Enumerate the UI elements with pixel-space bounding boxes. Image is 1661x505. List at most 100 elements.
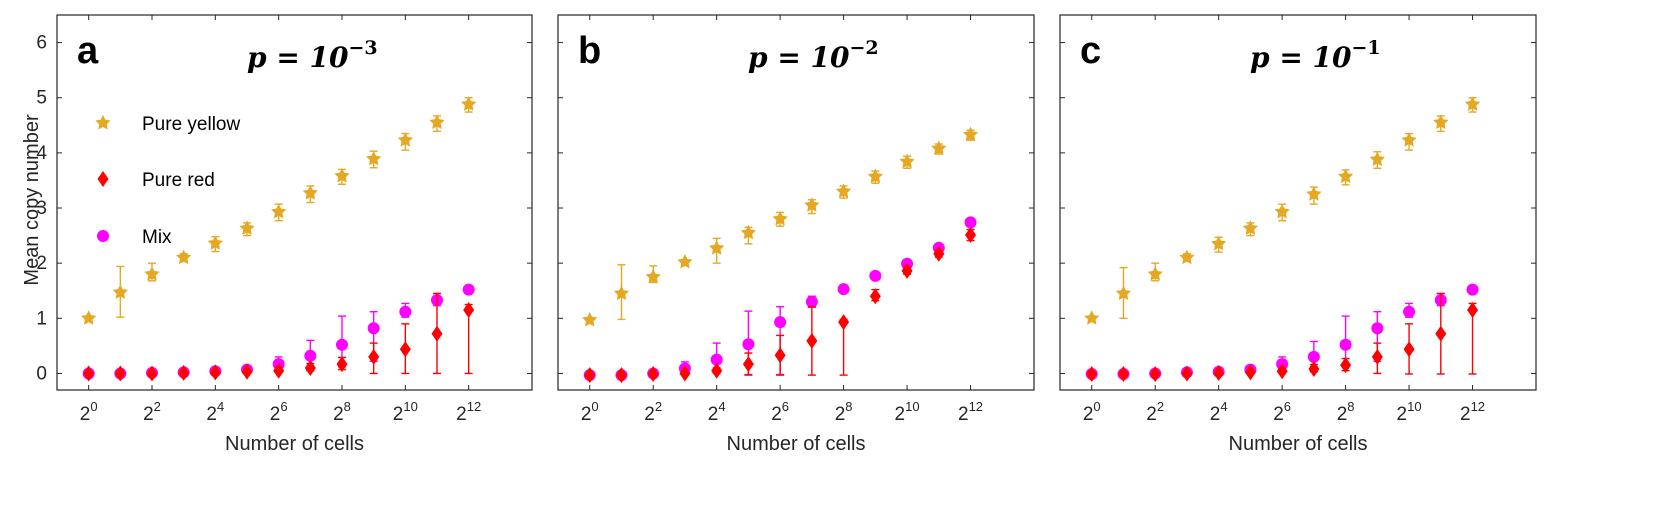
data-point-red (1244, 364, 1256, 381)
data-point-mix (336, 338, 348, 351)
x-tick-exponent: 2 (154, 399, 161, 414)
x-tick-label: 24 (206, 399, 224, 425)
data-point-yellow (1306, 186, 1322, 201)
panel-letter: b (578, 30, 601, 72)
y-tick-label: 0 (36, 363, 47, 384)
data-point-red (901, 262, 913, 279)
data-point-red (965, 227, 977, 244)
series-red (83, 292, 475, 382)
data-point-yellow (772, 211, 788, 226)
data-point-yellow (207, 235, 223, 250)
x-tick-exponent: 10 (905, 399, 919, 414)
x-tick-base: 2 (708, 404, 719, 425)
y-tick-label: 4 (36, 143, 47, 164)
data-point-yellow (677, 254, 693, 269)
data-point-mix (304, 349, 317, 362)
data-point-red (584, 367, 596, 384)
data-point-yellow (899, 153, 915, 169)
data-point-mix (1339, 338, 1352, 351)
x-tick-exponent: 8 (845, 399, 852, 414)
data-point-red (1149, 366, 1161, 383)
x-tick-exponent: 6 (1284, 399, 1291, 414)
data-point-mix (869, 269, 882, 282)
data-point-yellow (931, 140, 947, 155)
data-point-yellow (239, 220, 255, 235)
data-point-mix (710, 353, 723, 366)
data-point-red (336, 356, 348, 373)
plot-frame (1059, 14, 1537, 391)
x-tick-label: 26 (771, 399, 789, 425)
panel-title: p = 10−2 (748, 37, 879, 74)
data-point-red (1181, 365, 1193, 382)
x-tick-label: 26 (1273, 399, 1291, 425)
x-axis-title: Number of cells (1229, 433, 1368, 455)
x-tick-exponent: 2 (1157, 399, 1164, 414)
x-tick-base: 2 (1083, 404, 1094, 425)
data-point-yellow (1464, 96, 1481, 111)
data-point-yellow (1179, 249, 1195, 265)
data-point-red (1276, 363, 1288, 380)
x-tick-exponent: 12 (969, 399, 983, 414)
data-point-yellow (1115, 285, 1132, 300)
panel-title-base: p = 10 (247, 41, 349, 74)
x-tick-base: 2 (644, 404, 655, 425)
x-tick-exponent: 0 (591, 399, 598, 414)
panel-title-base: p = 10 (748, 41, 850, 74)
data-point-yellow (176, 249, 192, 265)
data-point-red (711, 362, 723, 379)
x-tick-label: 26 (270, 399, 288, 425)
x-tick-label: 212 (958, 399, 983, 425)
x-tick-base: 2 (771, 404, 782, 425)
y-tick-label: 5 (36, 88, 47, 109)
data-point-red (1086, 366, 1098, 383)
data-point-mix (837, 283, 850, 296)
data-point-red (241, 363, 253, 380)
x-tick-exponent: 2 (655, 399, 662, 414)
data-point-red (463, 302, 475, 319)
x-tick-exponent: 4 (1220, 399, 1227, 414)
x-tick-base: 2 (835, 404, 846, 425)
data-point-yellow (144, 266, 160, 281)
x-tick-label: 210 (895, 399, 920, 425)
legend-marker-mix (97, 230, 109, 242)
data-point-yellow (429, 114, 445, 130)
legend-marker-yellow (95, 115, 111, 130)
x-tick-label: 20 (581, 399, 599, 425)
x-tick-base: 2 (393, 404, 404, 425)
x-tick-exponent: 10 (1407, 399, 1421, 414)
data-point-red (83, 365, 95, 382)
data-point-mix (964, 216, 977, 229)
y-tick-label: 6 (36, 33, 47, 54)
x-tick-exponent: 4 (217, 399, 224, 414)
data-point-red (1213, 364, 1225, 381)
data-point-yellow (867, 168, 883, 184)
data-point-red (114, 365, 126, 382)
x-tick-label: 28 (835, 399, 853, 425)
data-point-mix (1466, 283, 1479, 296)
data-point-yellow (397, 132, 413, 147)
legend-label: Pure red (142, 170, 215, 191)
data-point-yellow (1274, 203, 1290, 219)
x-tick-base: 2 (80, 404, 91, 425)
data-point-red (647, 366, 659, 383)
x-tick-label: 22 (644, 399, 662, 425)
data-point-yellow (112, 284, 128, 299)
x-tick-exponent: 6 (280, 399, 287, 414)
panel-title-exponent: −1 (1352, 37, 1381, 59)
plot-frame (56, 14, 533, 391)
panel-title-exponent: −2 (850, 37, 879, 59)
data-point-red (178, 364, 190, 381)
data-point-red (1467, 302, 1479, 319)
x-tick-base: 2 (581, 404, 592, 425)
x-tick-base: 2 (1210, 404, 1221, 425)
x-tick-base: 2 (1397, 404, 1408, 425)
legend-label: Mix (142, 227, 172, 248)
x-tick-base: 2 (1146, 404, 1157, 425)
y-tick-label: 2 (36, 253, 47, 274)
x-tick-base: 2 (270, 404, 281, 425)
x-tick-label: 210 (393, 399, 418, 425)
data-point-yellow (740, 224, 757, 240)
panel-letter: a (77, 30, 99, 72)
